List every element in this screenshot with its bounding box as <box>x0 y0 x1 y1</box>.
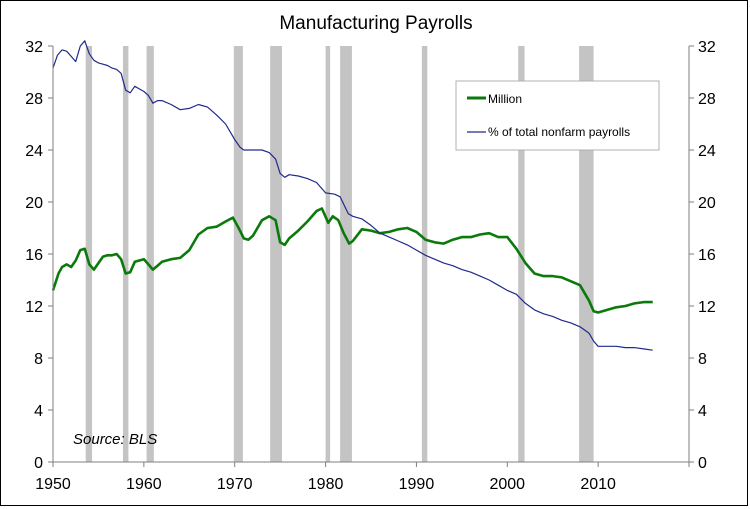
recession-band-8 <box>518 46 525 462</box>
y-tick-label-left: 24 <box>25 143 43 160</box>
recession-band-4 <box>270 46 282 462</box>
y-tick-label-right: 12 <box>698 299 716 316</box>
source-annotation: Source: BLS <box>73 431 157 448</box>
y-tick-label-left: 12 <box>25 299 43 316</box>
legend-box <box>455 80 660 151</box>
y-tick-label-right: 4 <box>698 403 707 420</box>
recession-band-6 <box>340 46 352 462</box>
y-tick-label-right: 16 <box>698 247 716 264</box>
recession-bands <box>85 46 594 462</box>
legend-label-percent: % of total nonfarm payrolls <box>488 125 630 139</box>
y-tick-label-right: 0 <box>698 455 707 472</box>
y-tick-label-right: 8 <box>698 351 707 368</box>
recession-band-7 <box>421 46 428 462</box>
y-tick-label-left: 8 <box>34 351 43 368</box>
legend-label-million: Million <box>488 92 522 106</box>
y-tick-label-left: 4 <box>34 403 43 420</box>
x-tick-label: 2000 <box>489 476 525 493</box>
y-tick-label-right: 24 <box>698 143 716 160</box>
recession-band-5 <box>325 46 331 462</box>
axes: 0 4 8 12 16 20 24 28 32 0 4 8 12 16 20 24 28 32 1950 1960 19… <box>25 39 716 493</box>
y-tick-label-left: 32 <box>25 39 43 56</box>
series-line-percent <box>52 40 653 351</box>
y-tick-label-right: 28 <box>698 91 716 108</box>
chart-title: Manufacturing Payrolls <box>279 13 472 34</box>
series-line-million <box>51 207 653 314</box>
x-tick-label: 2010 <box>580 476 616 493</box>
recession-band-2 <box>146 46 154 462</box>
recession-band-1 <box>122 46 129 462</box>
legend: Million % of total nonfarm payrolls <box>455 80 660 151</box>
y-tick-label-left: 0 <box>34 455 43 472</box>
x-tick-label: 1970 <box>217 476 253 493</box>
x-tick-label: 1950 <box>35 476 71 493</box>
y-tick-label-left: 16 <box>25 247 43 264</box>
x-tick-label: 1990 <box>399 476 435 493</box>
y-tick-label-left: 20 <box>25 195 43 212</box>
series-lines <box>51 40 653 351</box>
x-tick-label: 1960 <box>126 476 162 493</box>
y-tick-label-left: 28 <box>25 91 43 108</box>
y-tick-label-right: 20 <box>698 195 716 212</box>
recession-band-0 <box>85 46 93 462</box>
x-tick-label: 1980 <box>308 476 344 493</box>
y-tick-label-right: 32 <box>698 39 716 56</box>
recession-band-3 <box>233 46 243 462</box>
